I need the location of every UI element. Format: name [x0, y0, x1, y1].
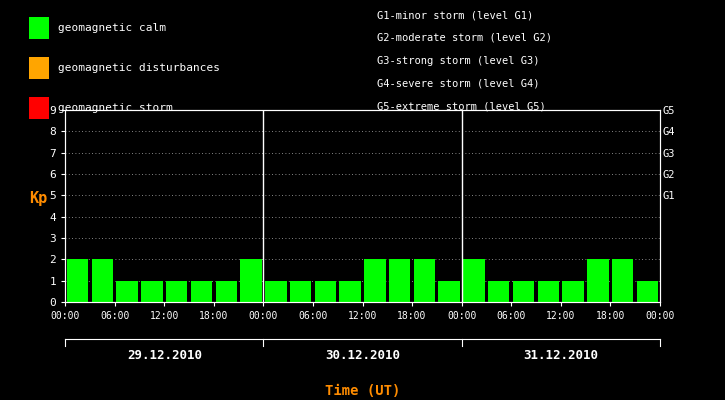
Bar: [240, 259, 262, 302]
Text: 30.12.2010: 30.12.2010: [325, 349, 400, 362]
Bar: [315, 281, 336, 302]
Text: geomagnetic storm: geomagnetic storm: [58, 103, 173, 113]
Bar: [537, 281, 559, 302]
Bar: [265, 281, 286, 302]
Text: G2-moderate storm (level G2): G2-moderate storm (level G2): [377, 33, 552, 43]
Bar: [117, 281, 138, 302]
Text: geomagnetic disturbances: geomagnetic disturbances: [58, 63, 220, 73]
Bar: [439, 281, 460, 302]
Text: geomagnetic calm: geomagnetic calm: [58, 23, 166, 33]
Bar: [166, 281, 188, 302]
Text: Time (UT): Time (UT): [325, 384, 400, 398]
Bar: [463, 259, 485, 302]
Bar: [215, 281, 237, 302]
Bar: [488, 281, 510, 302]
Y-axis label: Kp: Kp: [29, 191, 47, 206]
Bar: [67, 259, 88, 302]
Text: G5-extreme storm (level G5): G5-extreme storm (level G5): [377, 101, 546, 111]
Text: G3-strong storm (level G3): G3-strong storm (level G3): [377, 56, 539, 66]
Bar: [141, 281, 162, 302]
Bar: [587, 259, 608, 302]
Text: 31.12.2010: 31.12.2010: [523, 349, 598, 362]
Text: 29.12.2010: 29.12.2010: [127, 349, 202, 362]
Text: G4-severe storm (level G4): G4-severe storm (level G4): [377, 78, 539, 88]
Bar: [612, 259, 634, 302]
Text: G1-minor storm (level G1): G1-minor storm (level G1): [377, 10, 534, 20]
Bar: [364, 259, 386, 302]
Bar: [91, 259, 113, 302]
Bar: [191, 281, 212, 302]
Bar: [414, 259, 435, 302]
Bar: [339, 281, 361, 302]
Bar: [637, 281, 658, 302]
Bar: [389, 259, 410, 302]
Bar: [513, 281, 534, 302]
Bar: [563, 281, 584, 302]
Bar: [290, 281, 311, 302]
